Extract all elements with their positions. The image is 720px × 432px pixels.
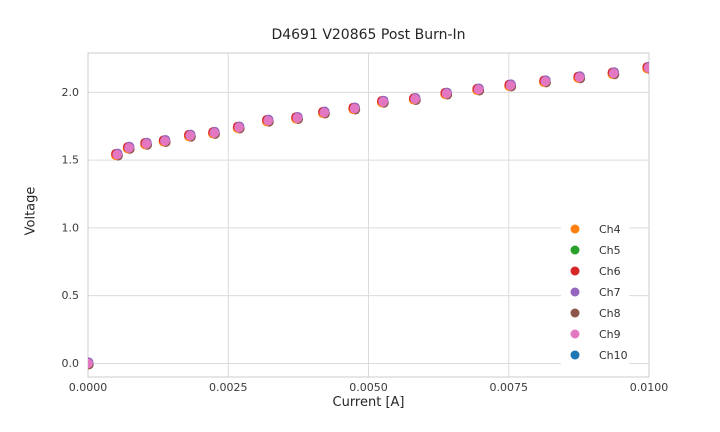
data-point-Ch9 <box>643 63 649 73</box>
data-point-Ch9 <box>378 97 388 107</box>
legend-label-Ch9: Ch9 <box>599 328 621 341</box>
data-point-Ch9 <box>441 88 452 99</box>
data-point-Ch9 <box>608 68 619 79</box>
legend-label-Ch10: Ch10 <box>599 349 628 362</box>
x-tick-label: 0.0075 <box>490 381 529 394</box>
data-point-Ch9 <box>185 130 195 141</box>
legend-marker-Ch7 <box>570 287 580 297</box>
data-point-Ch9 <box>209 128 220 138</box>
data-point-Ch9 <box>410 94 420 104</box>
legend-marker-Ch9 <box>570 329 580 339</box>
x-tick-label: 0.0000 <box>69 381 108 394</box>
data-point-Ch9 <box>234 122 244 133</box>
data-point-Ch9 <box>540 76 551 87</box>
y-tick-label: 1.5 <box>62 154 80 167</box>
legend-label-Ch5: Ch5 <box>599 244 621 257</box>
legend-marker-Ch10 <box>570 350 580 360</box>
legend-marker-Ch4 <box>570 224 580 234</box>
legend-label-Ch6: Ch6 <box>599 265 621 278</box>
legend: Ch4 Ch5 Ch6 Ch7 Ch8 Ch9 Ch10 <box>561 218 629 364</box>
y-tick-label: 2.0 <box>62 86 80 99</box>
legend-marker-Ch8 <box>570 308 580 318</box>
y-tick-label: 0.0 <box>62 357 80 370</box>
data-point-Ch9 <box>319 107 329 118</box>
data-point-Ch9 <box>112 149 122 160</box>
data-point-Ch9 <box>124 143 134 153</box>
y-tick-label: 0.5 <box>62 289 80 302</box>
data-point-Ch9 <box>263 115 273 126</box>
x-tick-label: 0.0050 <box>349 381 388 394</box>
data-point-Ch9 <box>505 80 516 91</box>
legend-marker-Ch6 <box>570 266 580 276</box>
data-point-Ch9 <box>88 358 93 369</box>
data-point-Ch9 <box>292 113 303 123</box>
scatter-points <box>88 61 649 370</box>
data-point-Ch9 <box>160 136 170 146</box>
legend-label-Ch7: Ch7 <box>599 286 621 299</box>
legend-label-Ch8: Ch8 <box>599 307 621 320</box>
data-point-Ch9 <box>574 72 585 83</box>
legend-marker-Ch5 <box>570 245 580 255</box>
data-point-Ch9 <box>349 103 360 114</box>
x-tick-label: 0.0025 <box>209 381 248 394</box>
chart-title: D4691 V20865 Post Burn-In <box>271 27 466 43</box>
legend-label-Ch4: Ch4 <box>599 223 621 236</box>
x-tick-label: 0.0100 <box>630 381 669 394</box>
data-point-Ch9 <box>141 139 152 149</box>
plot-border <box>87 52 650 378</box>
x-axis-label: Current [A] <box>332 395 405 410</box>
y-tick-label: 1.0 <box>62 221 80 234</box>
data-point-Ch9 <box>473 84 484 95</box>
